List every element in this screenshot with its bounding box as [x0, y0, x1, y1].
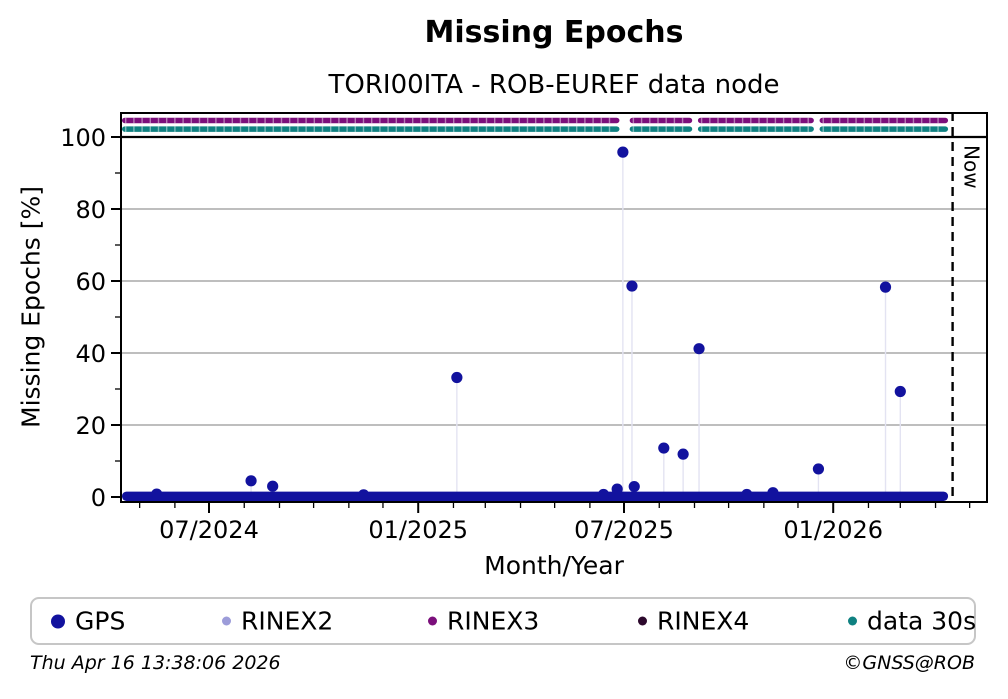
legend-item-data-30s: data 30s [848, 607, 976, 636]
legend-label-rinex4: RINEX4 [657, 606, 750, 636]
plot-canvas: Now 0 20 40 60 80 100 07/2024 01/2025 07/2025 01/2… [60, 112, 986, 544]
gps-point [658, 442, 670, 454]
legend-label-rinex2: RINEX2 [241, 606, 334, 636]
rinex3-band-segment [697, 117, 814, 124]
gps-swatch-icon [51, 614, 65, 628]
gps-point [812, 463, 825, 475]
plot-area: Now 0 20 40 60 80 100 07/2024 01/2025 07/2025 01/2… [60, 112, 988, 544]
rinex3-band-segment [122, 117, 620, 124]
rinex3-swatch-icon [428, 616, 437, 626]
data-30s-band-segment [629, 126, 693, 132]
y-tick-label: 20 [75, 412, 106, 440]
gps-point [267, 480, 279, 492]
data-30s-band-segment [819, 126, 949, 132]
rinex4-swatch-icon [638, 616, 647, 626]
gps-point [767, 487, 779, 499]
y-tick-label: 0 [91, 484, 106, 512]
gps-point [626, 280, 638, 292]
gps-point [611, 483, 623, 495]
gps-point [894, 385, 906, 398]
y-axis-label: Missing Epochs [%] [16, 186, 46, 428]
chart-title: Missing Epochs [424, 15, 684, 50]
x-tick-label: 01/2026 [783, 516, 883, 544]
rinex3-band-segment [629, 117, 693, 124]
x-tick-label: 07/2025 [574, 516, 674, 544]
legend-item-rinex2: RINEX2 [222, 607, 333, 636]
y-tick-label: 100 [60, 124, 106, 152]
gps-point [677, 448, 689, 460]
gps-point [628, 480, 640, 493]
gps-point [151, 488, 163, 500]
gps-point [245, 475, 257, 487]
chart-subtitle: TORI00ITA - ROB-EUREF data node [328, 70, 780, 100]
legend-label-data-30s: data 30s [867, 606, 977, 636]
x-tick-label: 01/2025 [368, 516, 468, 544]
data-30s-swatch-icon [848, 616, 857, 626]
gps-point [358, 489, 370, 501]
rinex3-band-segment [819, 117, 949, 124]
gps-point [451, 371, 463, 384]
y-tick-label: 40 [75, 340, 106, 368]
rinex2-swatch-icon [222, 616, 231, 626]
gps-point [617, 146, 629, 158]
x-tick-label: 07/2024 [159, 516, 259, 544]
data-30s-band-segment [697, 126, 814, 132]
gps-point [693, 343, 705, 355]
y-tick-label: 60 [75, 268, 106, 296]
timestamp-text: Thu Apr 16 13:38:06 2026 [30, 652, 281, 674]
y-tick-label: 80 [75, 196, 106, 224]
legend-item-rinex3: RINEX3 [428, 607, 539, 636]
x-axis-label: Month/Year [484, 551, 624, 580]
gps-point [879, 281, 892, 293]
legend: GPS RINEX2 RINEX3 RINEX4 data 30s [30, 597, 976, 645]
gps-point [597, 488, 610, 501]
legend-label-gps: GPS [75, 606, 126, 636]
legend-item-gps: GPS [51, 607, 125, 636]
legend-label-rinex3: RINEX3 [447, 606, 540, 636]
legend-item-rinex4: RINEX4 [638, 607, 749, 636]
gps-point [741, 488, 753, 501]
gps-zero-band [122, 491, 949, 501]
credit-text: ©GNSS@ROB [843, 652, 975, 674]
data-30s-band-segment [122, 126, 620, 132]
now-label: Now [960, 145, 984, 189]
